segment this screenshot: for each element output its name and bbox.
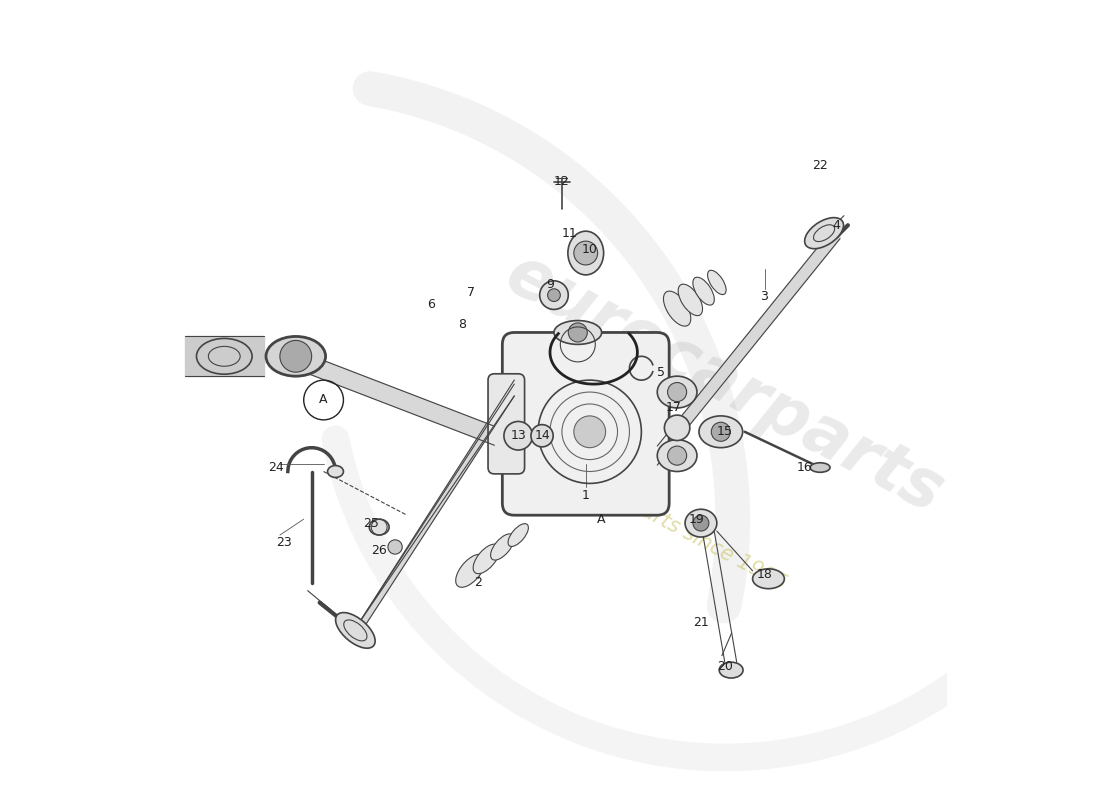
Text: 20: 20 xyxy=(717,660,733,673)
Text: 26: 26 xyxy=(372,545,387,558)
Circle shape xyxy=(574,241,597,265)
Text: 12: 12 xyxy=(554,175,570,188)
Ellipse shape xyxy=(698,416,742,448)
Circle shape xyxy=(548,289,560,302)
Circle shape xyxy=(388,540,403,554)
FancyBboxPatch shape xyxy=(503,333,669,515)
Circle shape xyxy=(569,323,587,342)
Ellipse shape xyxy=(508,524,528,546)
Text: 22: 22 xyxy=(812,159,828,172)
Circle shape xyxy=(531,425,553,447)
Circle shape xyxy=(668,382,686,402)
Circle shape xyxy=(712,422,730,442)
Ellipse shape xyxy=(658,376,697,408)
Polygon shape xyxy=(288,346,494,446)
Text: 25: 25 xyxy=(363,517,379,530)
Ellipse shape xyxy=(473,544,499,574)
Ellipse shape xyxy=(707,270,726,294)
Text: 7: 7 xyxy=(466,286,474,299)
Text: 21: 21 xyxy=(693,616,708,629)
Text: 16: 16 xyxy=(796,461,812,474)
Circle shape xyxy=(540,281,569,310)
Polygon shape xyxy=(185,337,264,376)
Text: 2: 2 xyxy=(474,576,483,590)
Text: 15: 15 xyxy=(717,426,733,438)
Circle shape xyxy=(279,341,311,372)
Polygon shape xyxy=(658,220,840,465)
Text: 19: 19 xyxy=(689,513,705,526)
Text: 17: 17 xyxy=(666,402,681,414)
Ellipse shape xyxy=(197,338,252,374)
Text: 18: 18 xyxy=(757,568,772,582)
Text: 13: 13 xyxy=(510,430,526,442)
Ellipse shape xyxy=(811,462,830,472)
Ellipse shape xyxy=(804,218,844,249)
Text: 14: 14 xyxy=(535,430,550,442)
FancyBboxPatch shape xyxy=(488,374,525,474)
Circle shape xyxy=(693,515,708,531)
Text: 24: 24 xyxy=(268,461,284,474)
Ellipse shape xyxy=(663,291,691,326)
Ellipse shape xyxy=(328,466,343,478)
Ellipse shape xyxy=(658,440,697,471)
Text: 6: 6 xyxy=(427,298,434,311)
Ellipse shape xyxy=(455,554,485,587)
Ellipse shape xyxy=(554,321,602,344)
Ellipse shape xyxy=(679,284,703,316)
Ellipse shape xyxy=(336,613,375,648)
Circle shape xyxy=(664,415,690,441)
Text: 8: 8 xyxy=(459,318,466,331)
Polygon shape xyxy=(360,380,515,634)
Ellipse shape xyxy=(266,337,326,376)
Circle shape xyxy=(504,422,532,450)
Text: a passion for parts since 1985: a passion for parts since 1985 xyxy=(502,429,789,594)
Text: 23: 23 xyxy=(276,537,292,550)
Ellipse shape xyxy=(752,569,784,589)
Circle shape xyxy=(668,446,686,465)
Text: 4: 4 xyxy=(832,218,840,232)
Text: 5: 5 xyxy=(657,366,665,378)
Ellipse shape xyxy=(370,519,389,535)
Text: 3: 3 xyxy=(760,290,769,303)
Ellipse shape xyxy=(568,231,604,275)
Circle shape xyxy=(574,416,606,448)
Ellipse shape xyxy=(719,662,744,678)
Ellipse shape xyxy=(685,510,717,537)
Text: 11: 11 xyxy=(562,226,578,240)
Ellipse shape xyxy=(491,534,514,560)
Ellipse shape xyxy=(693,278,714,305)
Text: 9: 9 xyxy=(546,278,554,291)
Text: A: A xyxy=(319,394,328,406)
Text: 1: 1 xyxy=(582,489,590,502)
Text: A: A xyxy=(597,513,606,526)
Text: 10: 10 xyxy=(582,242,597,255)
Text: eurocarparts: eurocarparts xyxy=(495,241,955,527)
